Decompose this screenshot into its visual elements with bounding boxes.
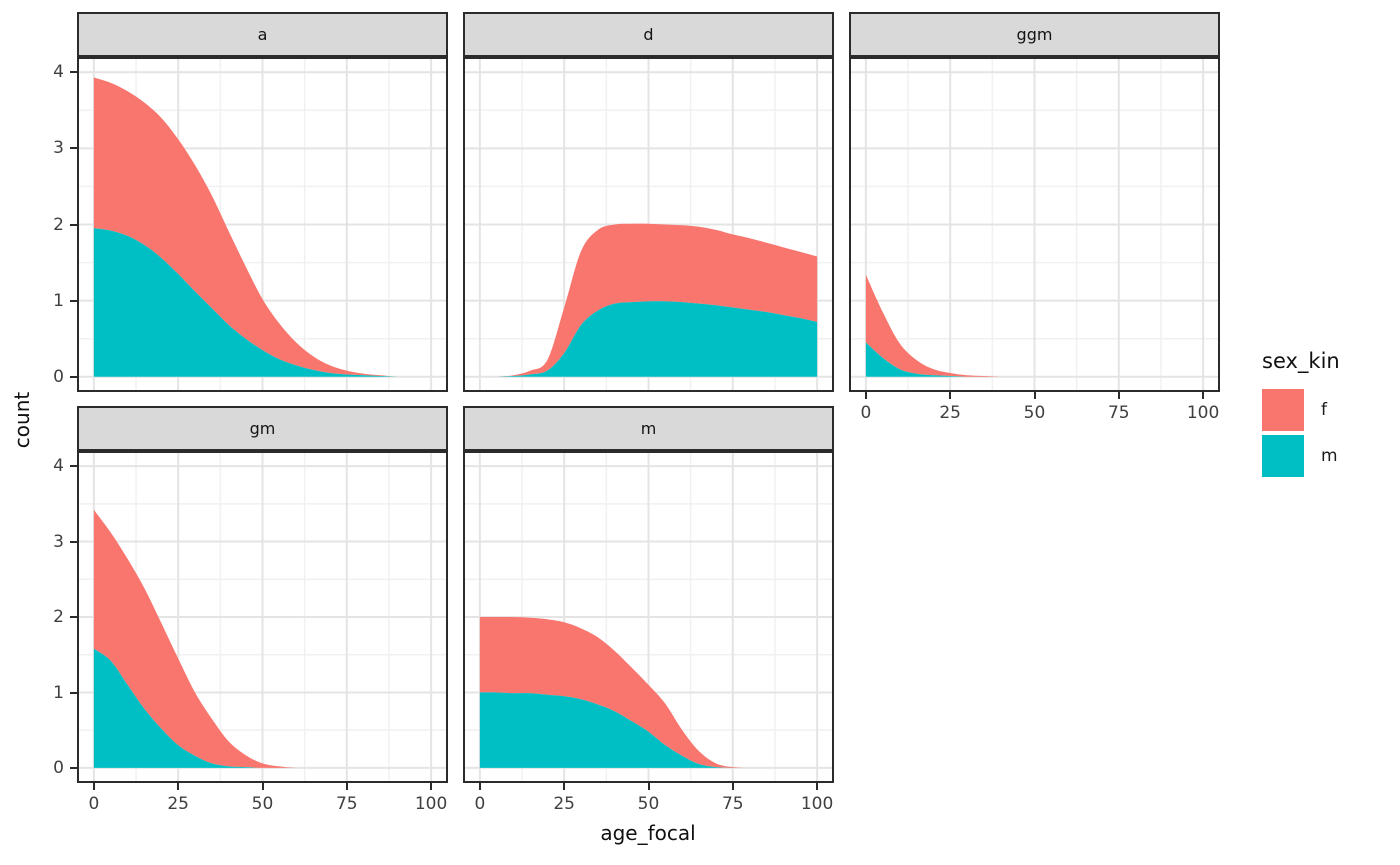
y-tick-label: 3 bbox=[53, 531, 64, 552]
area-f-gm bbox=[93, 509, 432, 768]
legend-title: sex_kin bbox=[1262, 349, 1340, 373]
facet-strip-label: ggm bbox=[1016, 24, 1053, 44]
facet-strip-label: a bbox=[257, 24, 268, 44]
facet-panel-gm bbox=[77, 451, 448, 783]
y-tick-label: 3 bbox=[53, 138, 64, 159]
x-tick-mark bbox=[949, 392, 952, 399]
facet-strip-label: m bbox=[640, 418, 657, 438]
y-tick-mark bbox=[70, 766, 77, 769]
area-f-a bbox=[93, 77, 432, 377]
y-tick-mark bbox=[70, 71, 77, 74]
x-tick-mark bbox=[647, 783, 650, 790]
x-tick-mark bbox=[1202, 392, 1205, 399]
y-tick-label: 2 bbox=[53, 607, 64, 627]
x-tick-label: 75 bbox=[1107, 403, 1130, 423]
x-tick-label: 75 bbox=[721, 794, 744, 814]
x-axis-title: age_focal bbox=[600, 821, 696, 845]
y-tick-label: 0 bbox=[53, 757, 64, 778]
x-tick-label: 75 bbox=[335, 794, 358, 814]
area-m-ggm bbox=[865, 342, 1204, 377]
legend: sex_kin f m bbox=[1262, 349, 1340, 481]
y-tick-mark bbox=[70, 223, 77, 226]
legend-label-m: m bbox=[1321, 445, 1338, 466]
facet-strip-m: m bbox=[463, 406, 834, 451]
x-tick-mark bbox=[731, 783, 734, 790]
legend-item-m: m bbox=[1262, 435, 1340, 478]
area-m-d bbox=[479, 301, 818, 377]
facet-strip-gm: gm bbox=[77, 406, 448, 451]
area-m-gm bbox=[93, 648, 432, 768]
y-axis-title: count bbox=[10, 391, 34, 449]
x-tick-mark bbox=[816, 783, 819, 790]
x-tick-label: 25 bbox=[553, 794, 575, 814]
y-tick-label: 1 bbox=[53, 290, 64, 311]
x-tick-label: 0 bbox=[860, 403, 872, 423]
x-tick-mark bbox=[864, 392, 867, 399]
legend-item-f: f bbox=[1262, 389, 1340, 432]
area-m-m bbox=[479, 692, 818, 768]
x-tick-mark bbox=[177, 783, 180, 790]
facet-strip-label: d bbox=[643, 24, 654, 44]
y-tick-mark bbox=[70, 147, 77, 150]
y-tick-mark bbox=[70, 691, 77, 694]
y-tick-label: 0 bbox=[53, 366, 64, 387]
x-tick-mark bbox=[478, 783, 481, 790]
facet-strip-d: d bbox=[463, 12, 834, 57]
x-tick-mark bbox=[430, 783, 433, 790]
area-f-m bbox=[479, 616, 818, 768]
y-tick-label: 4 bbox=[53, 62, 64, 83]
facet-strip-ggm: ggm bbox=[849, 12, 1220, 57]
facet-panel-a bbox=[77, 57, 448, 392]
area-f-ggm bbox=[865, 274, 1204, 377]
x-tick-label: 25 bbox=[939, 403, 961, 423]
facet-panel-m bbox=[463, 451, 834, 783]
x-tick-label: 100 bbox=[800, 794, 834, 814]
y-tick-label: 2 bbox=[53, 214, 64, 235]
y-tick-mark bbox=[70, 375, 77, 378]
x-tick-mark bbox=[1033, 392, 1036, 399]
facet-strip-label: gm bbox=[249, 418, 276, 438]
legend-swatch-f bbox=[1262, 389, 1304, 432]
x-tick-label: 25 bbox=[167, 794, 189, 814]
x-tick-mark bbox=[261, 783, 264, 790]
x-tick-mark bbox=[345, 783, 348, 790]
y-tick-mark bbox=[70, 616, 77, 618]
legend-swatch-m bbox=[1262, 435, 1304, 478]
facet-panel-d bbox=[463, 57, 834, 392]
y-tick-label: 4 bbox=[53, 456, 64, 477]
facet-strip-a: a bbox=[77, 12, 448, 57]
x-tick-label: 50 bbox=[637, 794, 660, 814]
area-m-a bbox=[93, 228, 432, 377]
x-tick-label: 50 bbox=[1023, 403, 1046, 423]
legend-label-f: f bbox=[1321, 399, 1327, 420]
x-tick-mark bbox=[92, 783, 95, 790]
facet-panel-ggm bbox=[849, 57, 1220, 392]
x-tick-label: 100 bbox=[1186, 403, 1220, 423]
x-tick-label: 50 bbox=[251, 794, 274, 814]
area-f-d bbox=[479, 223, 818, 377]
x-tick-mark bbox=[1117, 392, 1120, 399]
y-tick-mark bbox=[70, 299, 77, 302]
x-tick-mark bbox=[563, 783, 566, 790]
x-tick-label: 0 bbox=[474, 794, 486, 814]
x-tick-label: 100 bbox=[414, 794, 448, 814]
y-tick-mark bbox=[70, 465, 77, 468]
y-tick-label: 1 bbox=[53, 682, 64, 703]
y-tick-mark bbox=[70, 540, 77, 543]
x-tick-label: 0 bbox=[88, 794, 100, 814]
